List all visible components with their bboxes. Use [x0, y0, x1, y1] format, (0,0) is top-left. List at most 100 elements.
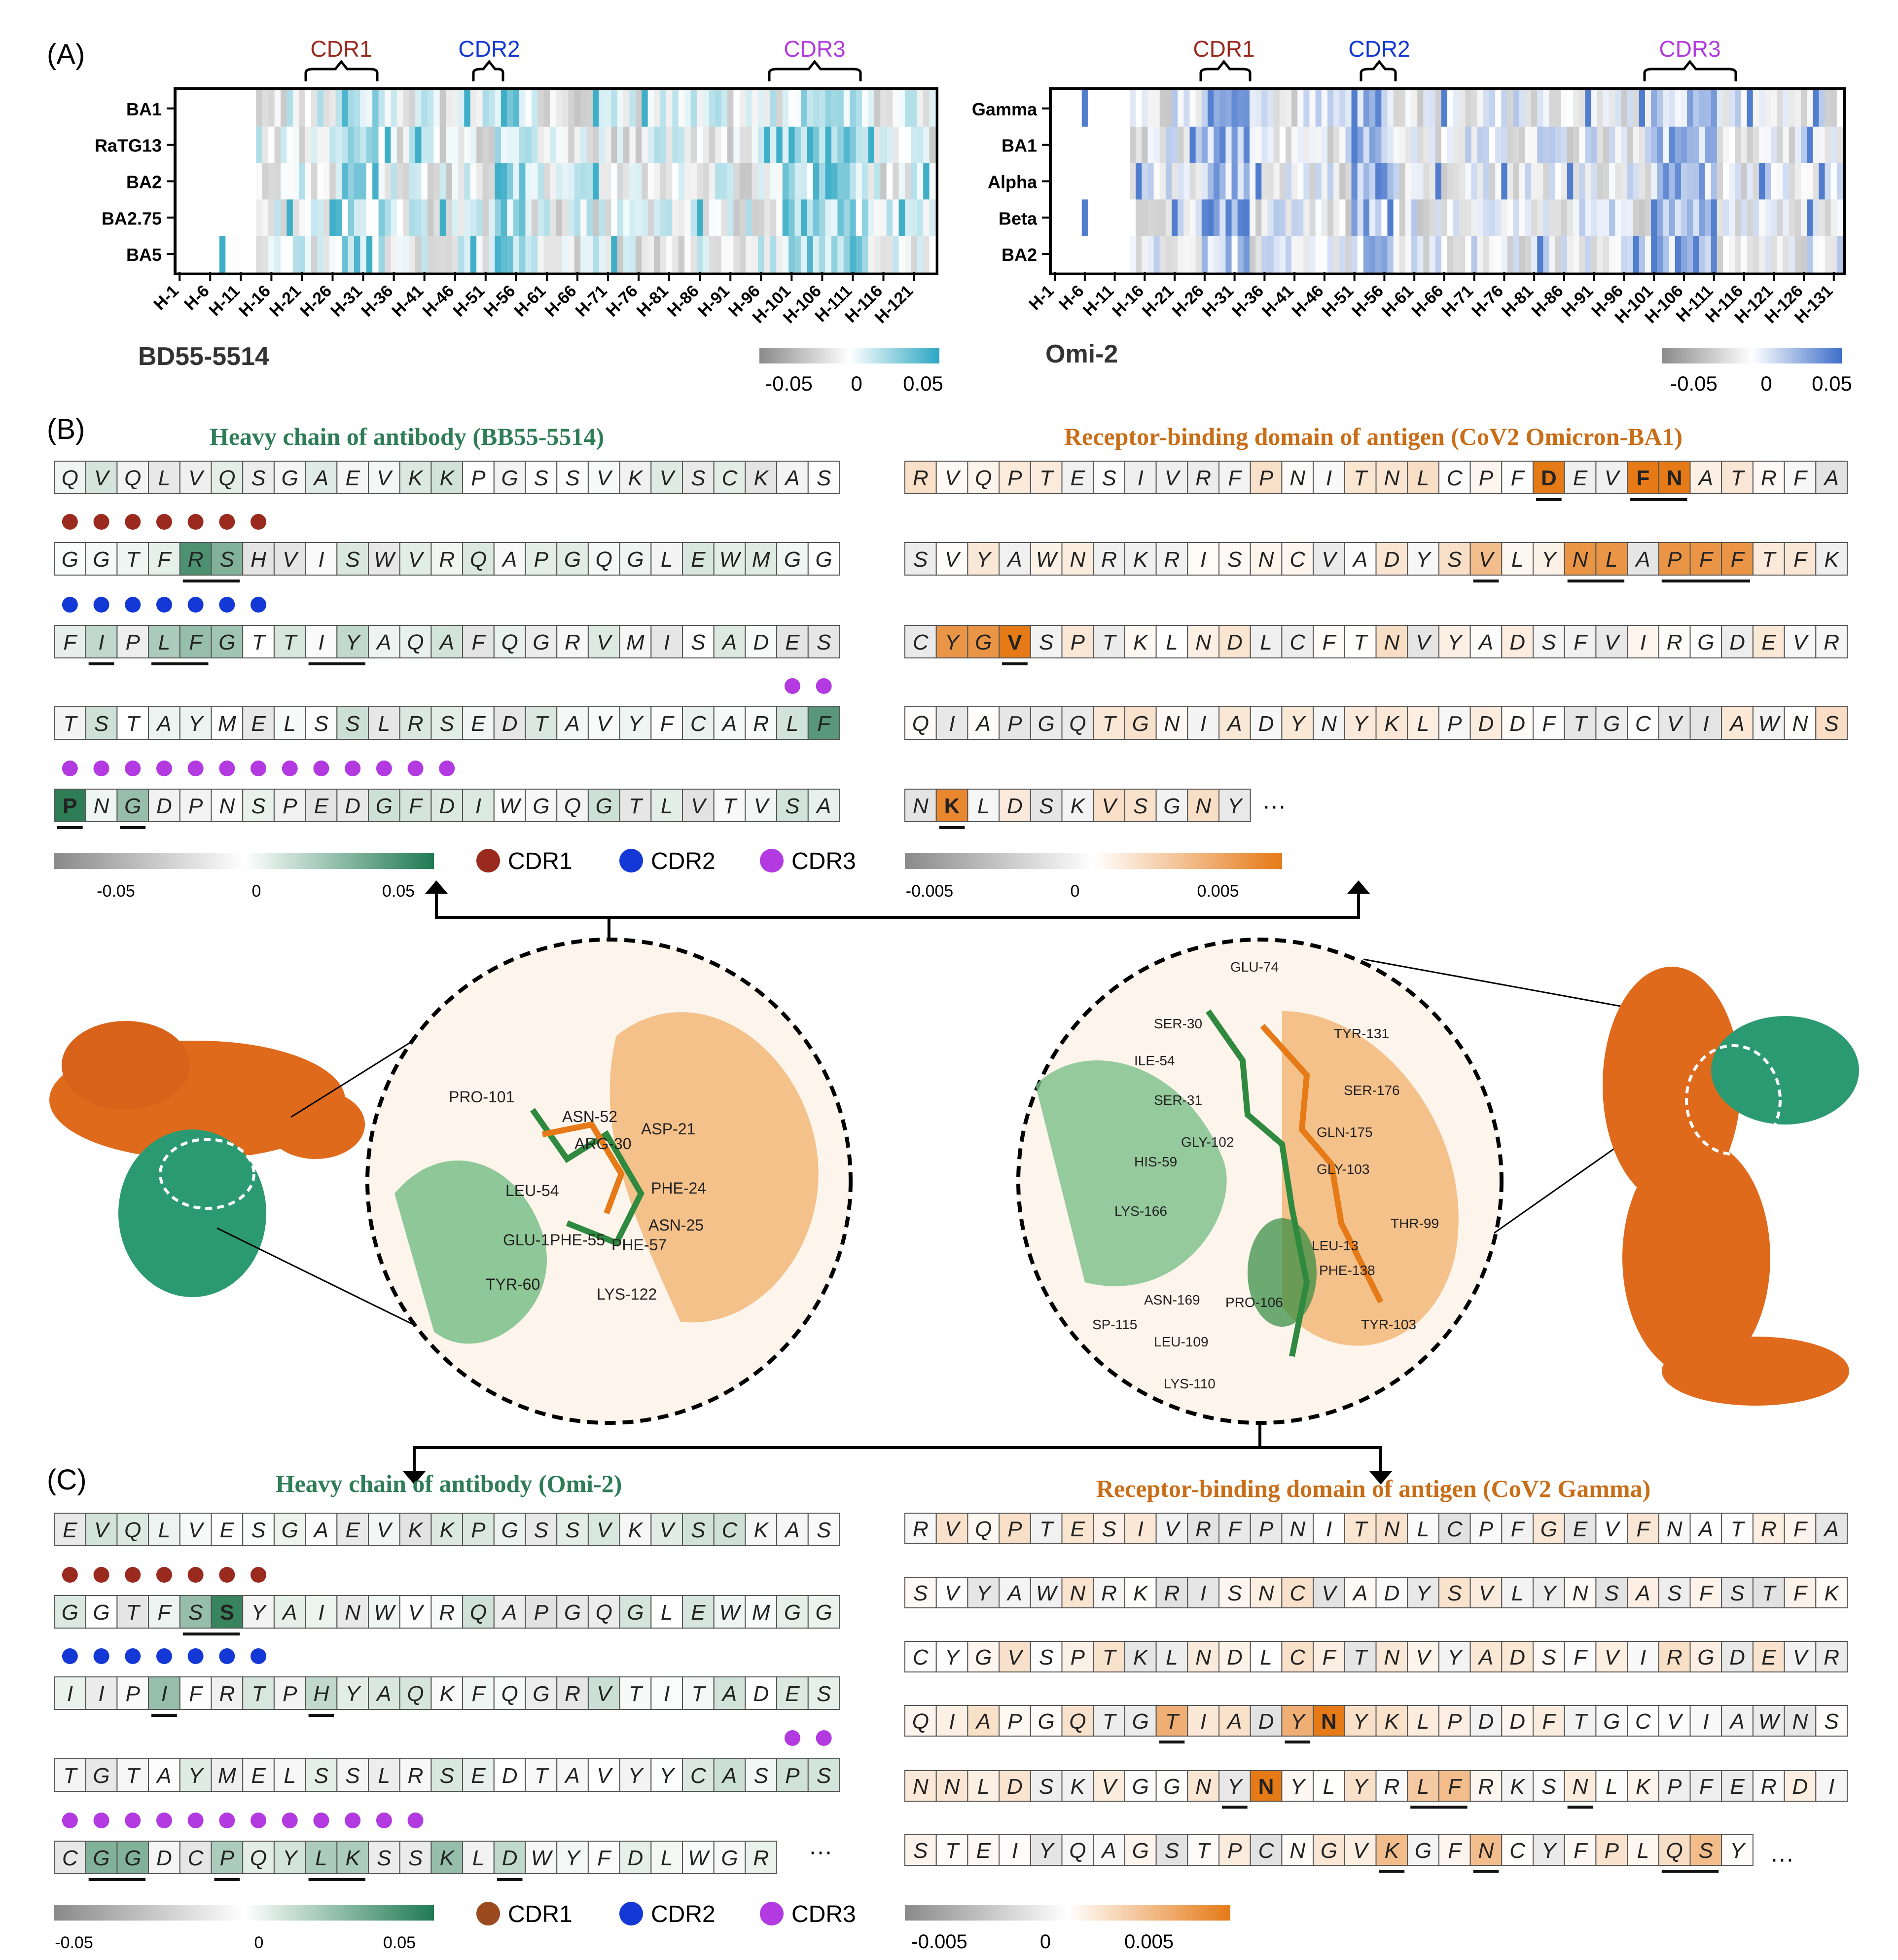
heatmap-cell	[1333, 126, 1340, 164]
heatmap-cell	[525, 163, 532, 200]
residue-letter: M	[218, 712, 236, 736]
heatmap-cell	[1645, 236, 1651, 273]
heatmap-cell	[1669, 199, 1676, 236]
residue-letter: V	[945, 466, 961, 490]
residue-letter: Y	[1039, 1839, 1055, 1863]
cdr2-legend-label: CDR2	[651, 848, 716, 874]
heatmap-cell	[1513, 90, 1520, 127]
cdr-dot	[376, 761, 392, 776]
residue-letter: A	[1352, 547, 1367, 572]
residue-letter: C	[1289, 1645, 1306, 1670]
heatmap-cell	[1777, 236, 1784, 273]
heatmap-cell	[843, 163, 850, 200]
heatmap-cell	[256, 126, 263, 164]
residue-cell	[999, 542, 1031, 576]
residue-label: HIS-59	[1134, 1154, 1177, 1169]
residue-letter: K	[1133, 547, 1148, 572]
heatmap-cell	[1717, 90, 1723, 127]
heatmap-x-tick-label: H-61	[1378, 282, 1417, 321]
heatmap-cell	[1225, 90, 1232, 127]
heatmap-cell	[1393, 199, 1400, 236]
heatmap-cell	[1441, 90, 1448, 127]
heatmap-cell	[458, 163, 465, 200]
residue-cell	[148, 706, 180, 740]
residue-cell	[1187, 1577, 1220, 1608]
cdr-dot	[345, 761, 361, 776]
heatmap-x-tick-label: H-31	[1198, 282, 1237, 321]
heatmap-cell	[1771, 199, 1777, 236]
heatmap-cell	[1465, 199, 1472, 236]
residue-cell	[1721, 542, 1754, 576]
residue-cell	[1407, 1641, 1439, 1672]
heatmap-cell	[1255, 126, 1262, 164]
heatmap-cell	[280, 90, 287, 127]
heatmap-cell	[1633, 236, 1640, 273]
heatmap-cell	[519, 126, 526, 164]
residue-letter: F	[1542, 1709, 1556, 1734]
heatmap-cell	[403, 163, 410, 200]
residue-letter: S	[913, 1839, 928, 1863]
cdr-dot	[219, 761, 235, 776]
residue-letter: D	[1227, 630, 1243, 654]
heatmap-cell	[1136, 126, 1142, 164]
residue-letter: C	[1258, 1839, 1275, 1863]
residue-cell	[1093, 706, 1125, 740]
residue-letter: A	[1728, 712, 1744, 736]
heatmap-cell	[825, 236, 832, 273]
heatmap-cell	[262, 163, 269, 200]
residue-cell	[305, 461, 338, 494]
residue-letter: T	[126, 1764, 141, 1788]
heatmap-cell	[1651, 90, 1657, 127]
heatmap-cell	[1178, 199, 1184, 236]
heatmap-cell	[1639, 163, 1646, 200]
residue-cell	[305, 1841, 338, 1874]
heatmap-cell	[605, 236, 611, 273]
heatmap-cell	[1237, 90, 1244, 127]
heatmap-cell	[1075, 199, 1082, 236]
heatmap-cell	[311, 199, 318, 236]
heatmap-cell	[525, 199, 532, 236]
residue-letter: D	[1227, 1645, 1243, 1670]
residue-letter: V	[691, 794, 707, 818]
heatmap-cell	[1645, 199, 1651, 236]
residue-cell	[1658, 706, 1691, 740]
residue-cell	[1689, 1770, 1722, 1802]
residue-letter: T	[1039, 466, 1054, 490]
heatmap-cell	[647, 163, 654, 200]
heatmap-cell	[225, 199, 232, 236]
residue-cell	[368, 1513, 400, 1546]
heatmap-cell	[323, 199, 330, 236]
residue-letter: F	[409, 794, 423, 818]
heatmap-x-tick-label: H-51	[449, 282, 488, 321]
residue-letter: A	[1477, 630, 1493, 654]
residue-letter: Y	[251, 1600, 267, 1625]
heatmap-cell	[739, 236, 746, 273]
ellipsis: ···	[1262, 793, 1286, 819]
residue-letter: S	[220, 1600, 234, 1625]
residue-letter: G	[533, 794, 549, 818]
residue-label: TYR-131	[1334, 1026, 1389, 1041]
residue-cell	[179, 1758, 212, 1792]
residue-cell	[1815, 542, 1848, 576]
heatmap-cell	[1519, 126, 1526, 164]
heatmap-cell	[177, 199, 183, 236]
heatmap-cell	[1693, 90, 1699, 127]
heatmap-cell	[1783, 199, 1790, 236]
residue-cell	[935, 542, 968, 576]
residue-letter: W	[1758, 1709, 1781, 1734]
residue-cell	[1627, 461, 1659, 494]
residue-cell	[1093, 461, 1125, 494]
residue-letter: Q	[218, 466, 235, 490]
heatmap-cell	[911, 126, 918, 164]
residue-cell	[116, 789, 149, 822]
heatmap-cell	[495, 90, 501, 127]
residue-letter: E	[1071, 466, 1085, 490]
colorbar-tick: 0.05	[383, 1933, 416, 1952]
heatmap-cell	[1501, 199, 1508, 236]
heatmap-cell	[1525, 236, 1532, 273]
heatmap-cell	[513, 199, 520, 236]
residue-letter: T	[1103, 1709, 1117, 1734]
residue-letter: C	[722, 466, 738, 490]
heatmap-cell	[1753, 126, 1759, 164]
residue-letter: A	[1697, 1517, 1713, 1541]
